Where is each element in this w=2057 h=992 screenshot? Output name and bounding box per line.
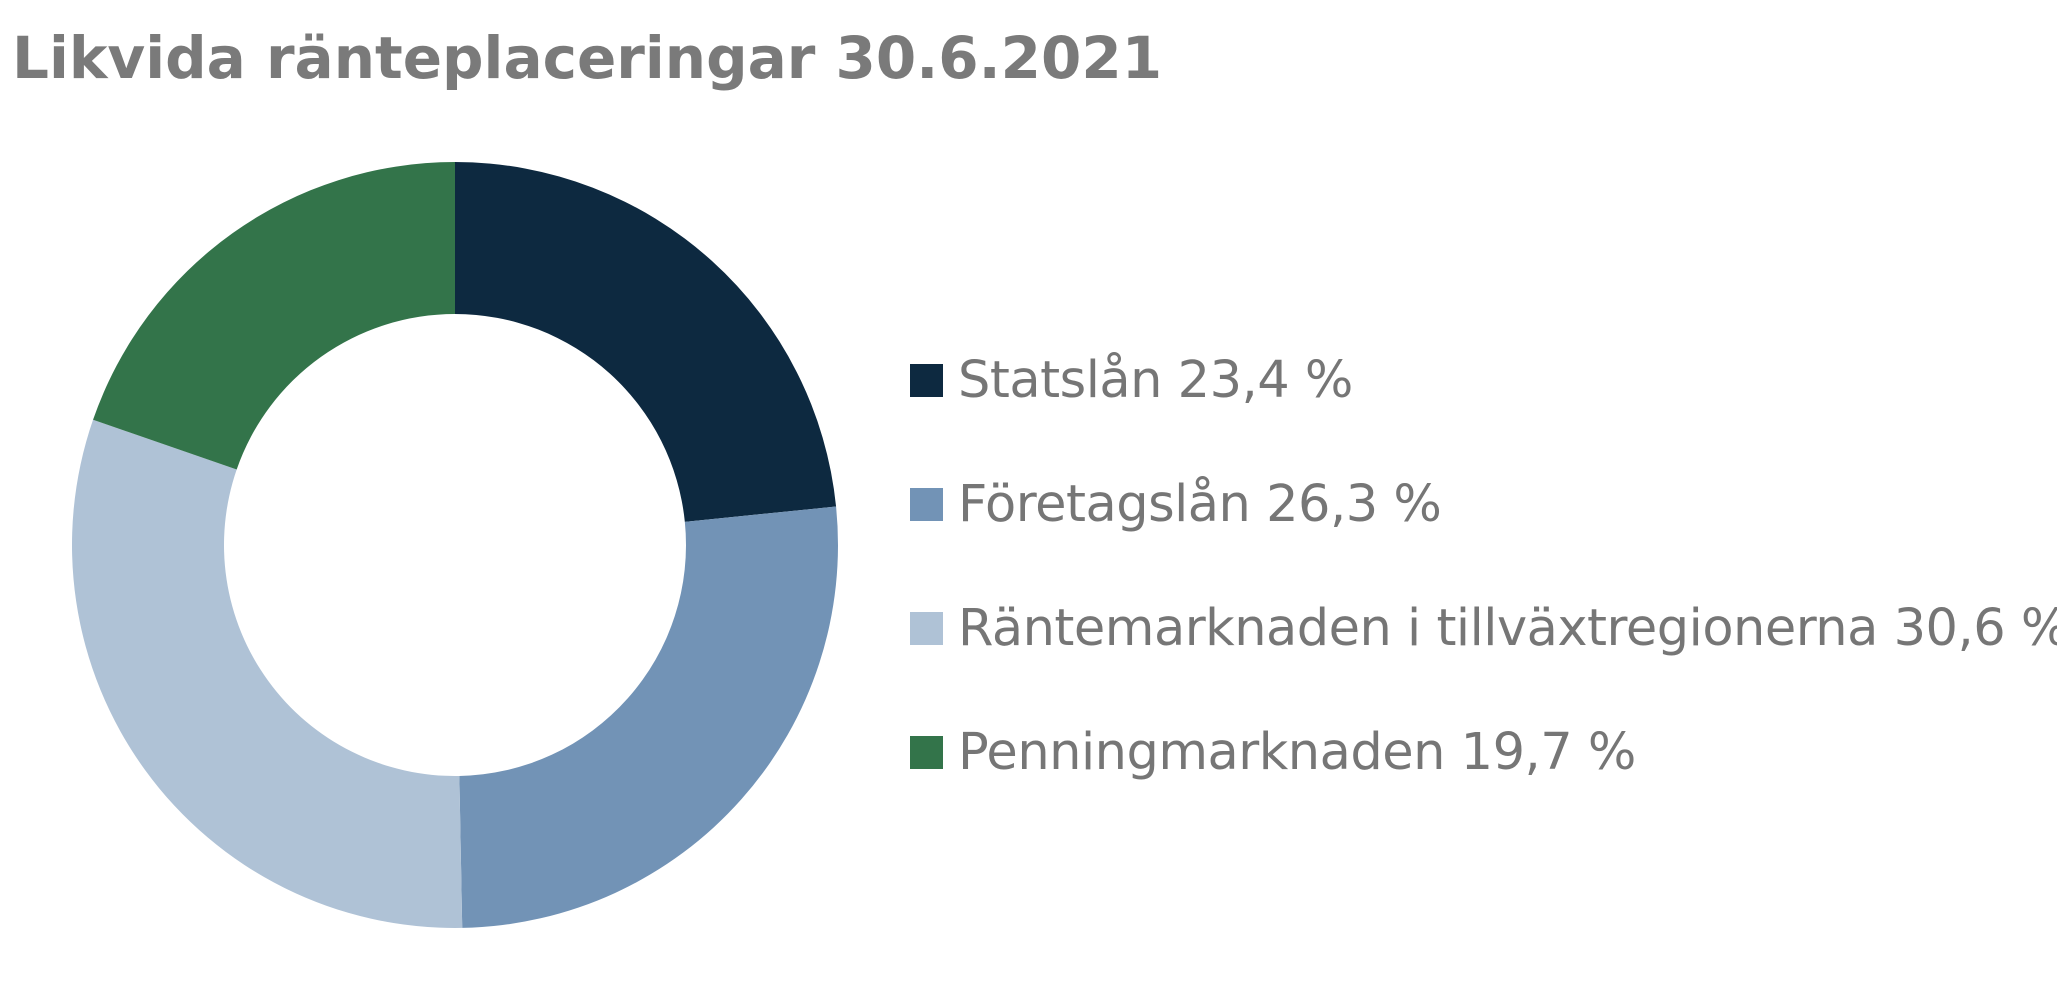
legend-swatch xyxy=(910,487,943,521)
chart-legend: Statslån 23,4 % Företagslån 26,3 % Räntema… xyxy=(910,318,2057,814)
donut-slice-2 xyxy=(459,506,838,928)
donut-slice-4 xyxy=(93,162,456,470)
legend-item: Penningmarknaden 19,7 % xyxy=(910,690,2057,814)
legend-label: Företagslån 26,3 % xyxy=(958,474,1442,534)
legend-item: Räntemarknaden i tillväxtregionerna 30,6… xyxy=(910,566,2057,690)
legend-item: Företagslån 26,3 % xyxy=(910,442,2057,566)
legend-label: Räntemarknaden i tillväxtregionerna 30,6… xyxy=(958,598,2057,658)
donut-slice-1 xyxy=(455,162,837,522)
legend-swatch xyxy=(910,611,943,645)
chart-title: Likvida ränteplaceringar 30.6.2021 xyxy=(12,24,1163,92)
legend-label: Statslån 23,4 % xyxy=(958,350,1353,410)
donut-slice-3 xyxy=(72,419,463,928)
legend-swatch xyxy=(910,363,943,397)
legend-swatch xyxy=(910,735,943,769)
donut-chart xyxy=(72,162,838,928)
legend-item: Statslån 23,4 % xyxy=(910,318,2057,442)
legend-label: Penningmarknaden 19,7 % xyxy=(958,722,1636,782)
